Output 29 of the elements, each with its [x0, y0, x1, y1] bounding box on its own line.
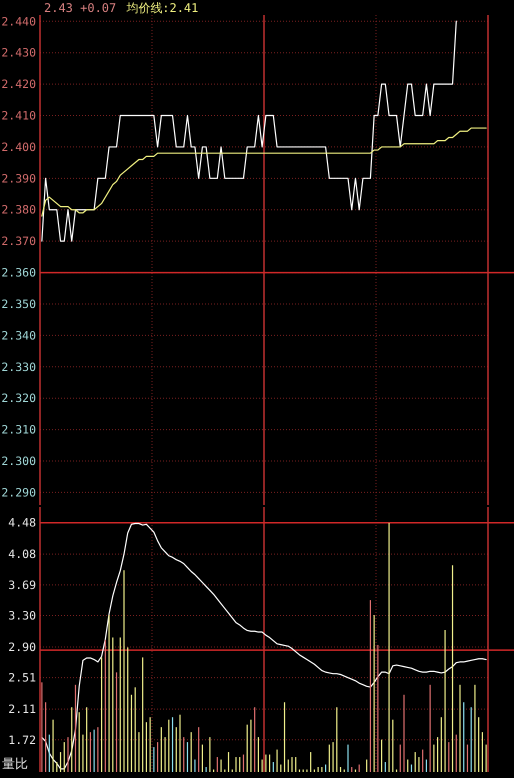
- y-tick-label: 2.330: [1, 360, 36, 374]
- line-series: [41, 20, 457, 242]
- y-tick-label: 2.11: [8, 702, 36, 716]
- y-tick-label: 2.410: [1, 108, 36, 123]
- y-tick-label: 4.48: [8, 516, 36, 530]
- y-tick-label: 1.72: [8, 732, 36, 747]
- y-tick-label: 2.390: [1, 171, 36, 186]
- y-tick-label: 2.360: [1, 266, 36, 280]
- text: 均价线:2.41: [125, 1, 198, 15]
- y-tick-label: 3.30: [8, 608, 36, 623]
- y-tick-label: 2.400: [1, 140, 36, 154]
- y-tick-label: 3.69: [8, 578, 36, 592]
- y-axis-title: 量比: [2, 757, 28, 772]
- y-tick-label: 2.380: [1, 202, 36, 217]
- y-tick-label: 2.340: [1, 328, 36, 342]
- y-tick-label: 2.51: [8, 670, 36, 685]
- y-tick-label: 2.370: [1, 234, 36, 248]
- y-tick-label: 2.300: [1, 454, 36, 468]
- y-tick-label: 2.430: [1, 46, 36, 60]
- y-tick-label: 2.320: [1, 391, 36, 406]
- y-tick-label: 2.290: [1, 485, 36, 500]
- y-tick-label: 2.350: [1, 296, 36, 311]
- y-tick-label: 2.420: [1, 77, 36, 92]
- y-tick-label: 2.90: [8, 640, 36, 654]
- y-tick-label: 2.440: [1, 14, 36, 28]
- text: 2.43 +0.07: [44, 1, 116, 15]
- line-series: [41, 127, 487, 217]
- y-tick-label: 2.310: [1, 422, 36, 437]
- y-tick-label: 4.08: [8, 547, 36, 562]
